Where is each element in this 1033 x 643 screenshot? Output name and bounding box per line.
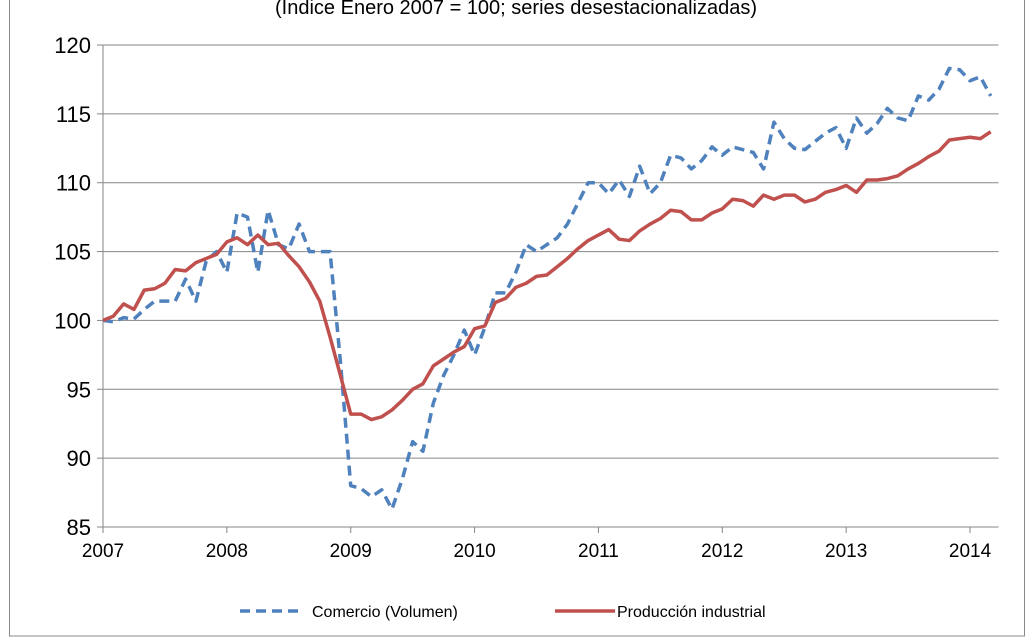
x-tick-label: 2014 [949, 541, 992, 562]
y-tick-label: 105 [54, 240, 91, 265]
x-tick-label: 2009 [330, 541, 372, 562]
x-tick-label: 2008 [206, 541, 248, 562]
x-tick-label: 2007 [82, 541, 124, 562]
y-tick-label: 100 [54, 308, 91, 333]
x-tick-label: 2013 [825, 541, 867, 562]
legend-label: Producción industrial [617, 604, 766, 621]
y-tick-label: 90 [67, 446, 91, 471]
y-tick-label: 115 [56, 102, 91, 127]
x-tick-label: 2012 [701, 541, 743, 562]
y-tick-label: 110 [56, 171, 91, 196]
y-tick-label: 95 [67, 377, 91, 402]
y-tick-label: 120 [54, 33, 91, 58]
series-line [102, 130, 992, 422]
x-tick-label: 2011 [578, 541, 619, 562]
legend-label: Comercio (Volumen) [312, 604, 458, 621]
chart-border [9, 0, 1025, 637]
series-line [102, 66, 993, 511]
x-tick-label: 2010 [453, 541, 495, 562]
chart-subtitle: (Índice Enero 2007 = 100; series desesta… [275, 0, 757, 19]
y-tick-label: 85 [67, 515, 91, 540]
